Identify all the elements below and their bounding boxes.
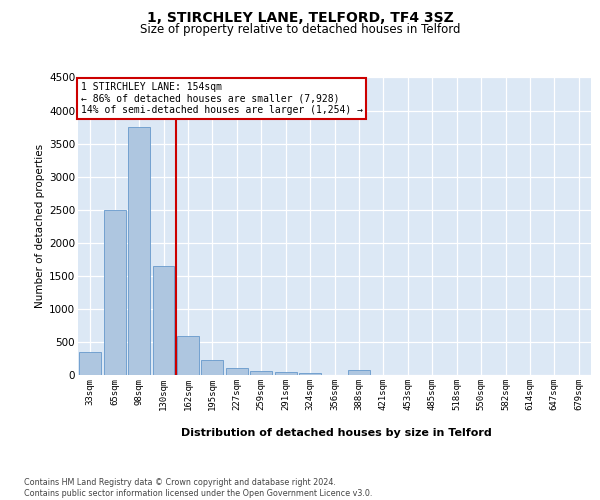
Bar	[79, 352, 101, 375]
Text: 1, STIRCHLEY LANE, TELFORD, TF4 3SZ: 1, STIRCHLEY LANE, TELFORD, TF4 3SZ	[146, 10, 454, 24]
Bar	[275, 372, 296, 375]
Text: 1 STIRCHLEY LANE: 154sqm
← 86% of detached houses are smaller (7,928)
14% of sem: 1 STIRCHLEY LANE: 154sqm ← 86% of detach…	[80, 82, 362, 115]
Text: Distribution of detached houses by size in Telford: Distribution of detached houses by size …	[181, 428, 491, 438]
Bar	[202, 360, 223, 375]
Bar	[299, 373, 321, 375]
Bar	[177, 336, 199, 375]
Y-axis label: Number of detached properties: Number of detached properties	[35, 144, 45, 308]
Bar	[128, 127, 150, 375]
Bar	[152, 266, 175, 375]
Bar	[104, 210, 125, 375]
Text: Size of property relative to detached houses in Telford: Size of property relative to detached ho…	[140, 22, 460, 36]
Text: Contains HM Land Registry data © Crown copyright and database right 2024.
Contai: Contains HM Land Registry data © Crown c…	[24, 478, 373, 498]
Bar	[250, 370, 272, 375]
Bar	[348, 370, 370, 375]
Bar	[226, 368, 248, 375]
